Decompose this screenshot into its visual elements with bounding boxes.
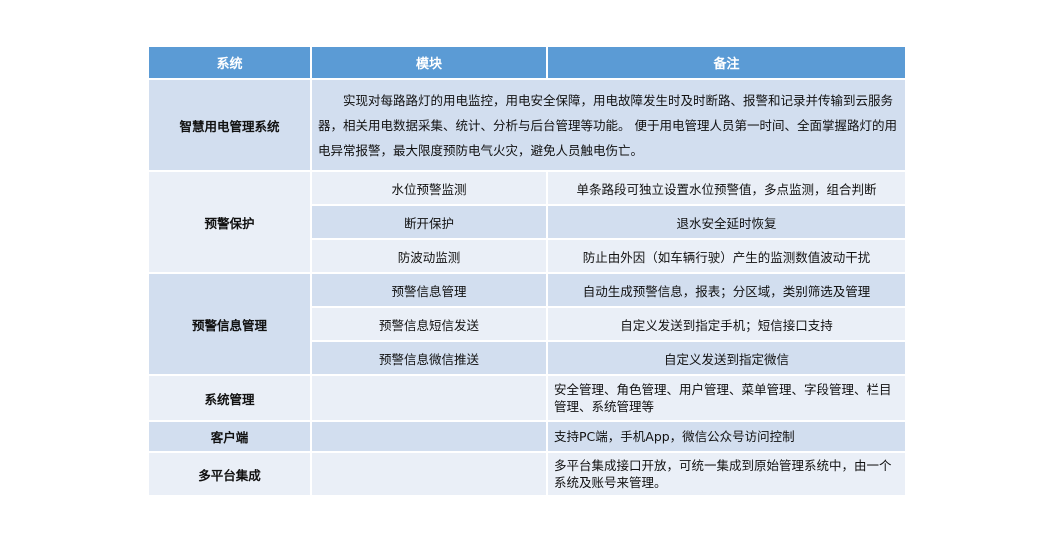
system-cell: 系统管理 (147, 374, 312, 422)
table-row: 预警信息短信发送 自定义发送到指定手机；短信接口支持 (148, 306, 907, 342)
table-header: 系统 模块 备注 (147, 45, 907, 80)
note-cell: 自定义发送到指定微信 (546, 340, 907, 376)
module-cell (310, 374, 548, 422)
table-row: 预警信息管理 预警信息管理 自动生成预警信息，报表；分区域，类别筛选及管理 (147, 272, 907, 376)
table-row: 防波动监测 防止由外因（如车辆行驶）产生的监测数值波动干扰 (148, 238, 907, 274)
system-cell: 智慧用电管理系统 (147, 78, 312, 172)
module-cell: 水位预警监测 (310, 170, 548, 206)
system-cell: 预警信息管理 (147, 272, 312, 376)
module-cell (310, 451, 548, 497)
note-cell: 多平台集成接口开放，可统一集成到原始管理系统中，由一个系统及账号来管理。 (546, 451, 907, 497)
header-module: 模块 (310, 45, 548, 80)
table-row: 客户端 支持PC端，手机App，微信公众号访问控制 (147, 420, 907, 453)
table-row: 智慧用电管理系统 实现对每路路灯的用电监控，用电安全保障，用电故障发生时及时断路… (147, 78, 907, 172)
table-row: 断开保护 退水安全延时恢复 (148, 204, 907, 240)
note-cell: 支持PC端，手机App，微信公众号访问控制 (546, 420, 907, 453)
module-cell: 断开保护 (310, 204, 548, 240)
system-cell: 多平台集成 (147, 451, 312, 497)
note-cell: 退水安全延时恢复 (546, 204, 907, 240)
table-row: 预警信息微信推送 自定义发送到指定微信 (148, 340, 907, 376)
module-cell: 预警信息管理 (310, 272, 548, 308)
system-cell: 客户端 (147, 420, 312, 453)
module-cell: 防波动监测 (310, 238, 548, 274)
table-row: 系统管理 安全管理、角色管理、用户管理、菜单管理、字段管理、栏目管理、系统管理等 (147, 374, 907, 422)
note-cell: 自动生成预警信息，报表；分区域，类别筛选及管理 (546, 272, 907, 308)
header-system: 系统 (147, 45, 312, 80)
note-cell: 实现对每路路灯的用电监控，用电安全保障，用电故障发生时及时断路、报警和记录并传输… (310, 78, 907, 172)
module-cell (310, 420, 548, 453)
note-cell: 自定义发送到指定手机；短信接口支持 (546, 306, 907, 342)
feature-table: 系统 模块 备注 智慧用电管理系统 实现对每路路灯的用电监控，用电安全保障，用电… (147, 45, 907, 497)
note-cell: 单条路段可独立设置水位预警值，多点监测，组合判断 (546, 170, 907, 206)
header-note: 备注 (546, 45, 907, 80)
table-row: 预警保护 水位预警监测 单条路段可独立设置水位预警值，多点监测，组合判断 (147, 170, 907, 274)
note-cell: 防止由外因（如车辆行驶）产生的监测数值波动干扰 (546, 238, 907, 274)
module-cell: 预警信息短信发送 (310, 306, 548, 342)
note-cell: 安全管理、角色管理、用户管理、菜单管理、字段管理、栏目管理、系统管理等 (546, 374, 907, 422)
system-cell: 预警保护 (147, 170, 312, 274)
module-cell: 预警信息微信推送 (310, 340, 548, 376)
table-row: 多平台集成 多平台集成接口开放，可统一集成到原始管理系统中，由一个系统及账号来管… (147, 451, 907, 497)
